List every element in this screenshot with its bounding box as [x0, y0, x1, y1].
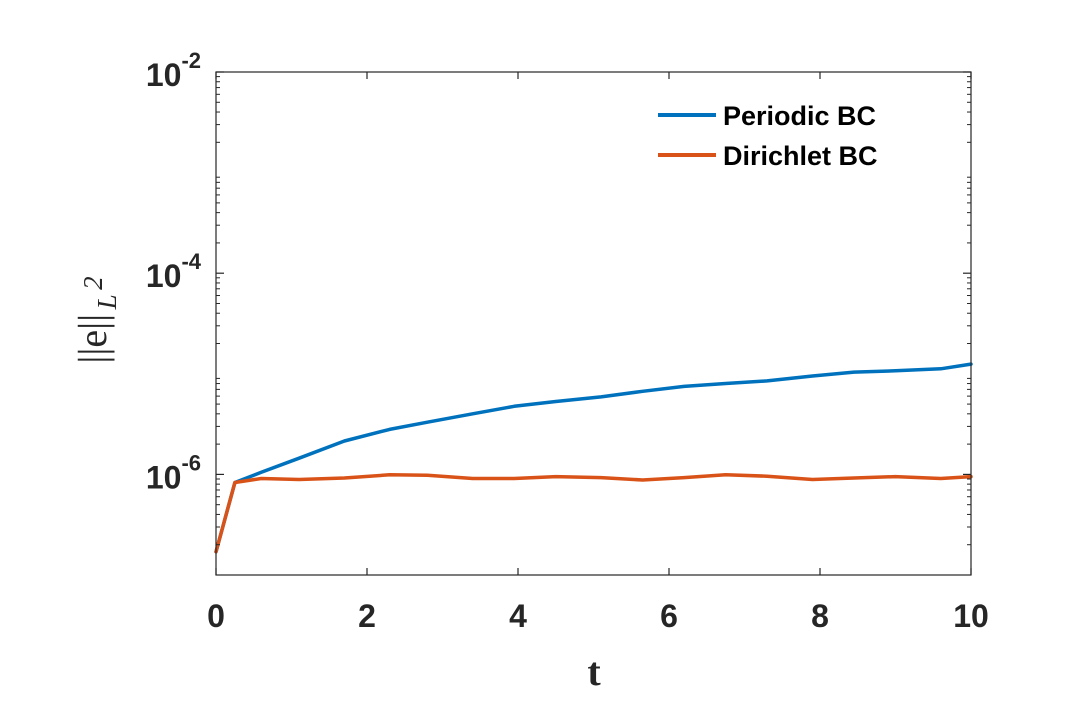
x-tick-label: 0	[207, 598, 225, 634]
y-tick-label: 10-2	[146, 48, 201, 93]
y-axis-title-subscript: L	[92, 294, 122, 310]
series-line-periodic-bc	[214, 362, 973, 554]
x-tick-label: 10	[953, 598, 989, 634]
y-axis-title: ||e|| L 2	[70, 276, 122, 363]
legend-label-dirichlet-bc: Dirichlet BC	[723, 141, 878, 171]
svg-text:||e|| L 2: ||e|| L 2	[70, 276, 122, 363]
legend: Periodic BC Dirichlet BC	[658, 101, 878, 171]
y-tick-label-base: 10	[146, 57, 182, 93]
y-axis-title-subscript-power: 2	[78, 276, 108, 290]
y-tick-label-exponent: -6	[181, 450, 201, 475]
axes-frame	[215, 71, 972, 576]
series-line-dirichlet-bc	[214, 473, 973, 554]
series-layer	[214, 362, 973, 554]
y-tick-label-exponent: -2	[181, 48, 201, 73]
y-tick-label: 10-4	[146, 249, 202, 294]
x-tick-label: 4	[509, 598, 527, 634]
y-axis-title-main: ||e||	[70, 314, 115, 364]
x-tick-label: 2	[358, 598, 376, 634]
legend-label-periodic-bc: Periodic BC	[723, 101, 876, 131]
x-tick-label: 6	[660, 598, 678, 634]
y-tick-label-base: 10	[146, 459, 182, 495]
plot-area	[216, 72, 971, 575]
y-tick-label-base: 10	[146, 258, 182, 294]
y-tick-label: 10-6	[146, 450, 201, 495]
x-axis-title: t	[587, 649, 601, 694]
y-tick-label-exponent: -4	[181, 249, 201, 274]
x-tick-label: 8	[811, 598, 829, 634]
